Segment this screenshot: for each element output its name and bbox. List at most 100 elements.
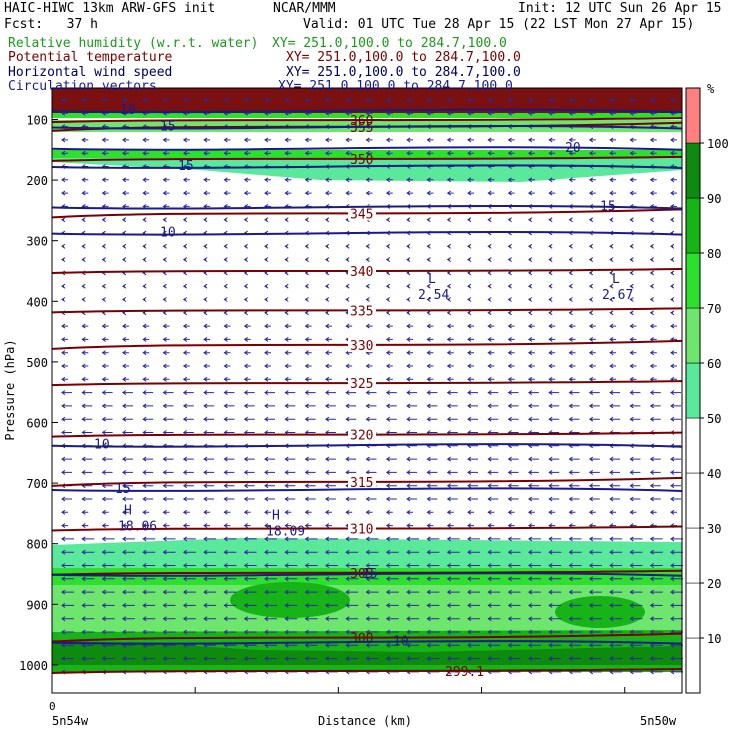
wind-label: 15 xyxy=(115,482,131,497)
vector-arrow xyxy=(548,563,562,568)
vector-arrow xyxy=(182,297,188,302)
theta-label-bg xyxy=(348,375,376,391)
vector-arrow xyxy=(223,363,231,369)
vector-arrow xyxy=(670,270,675,276)
vector-arrow xyxy=(142,549,156,555)
vector-arrow xyxy=(284,483,296,489)
valid-time: Valid: 01 UTC Tue 28 Apr 15 (22 LST Mon … xyxy=(303,17,695,32)
vector-arrow xyxy=(81,536,95,542)
vector-arrow xyxy=(426,549,440,555)
vector-arrow xyxy=(507,110,515,116)
vector-arrow xyxy=(304,469,316,475)
theta-contour xyxy=(51,632,683,643)
vector-arrow xyxy=(203,629,217,635)
vector-arrow xyxy=(182,629,196,635)
vector-arrow xyxy=(527,469,539,475)
vector-arrow xyxy=(670,297,675,302)
vector-arrow xyxy=(284,549,298,555)
vector-arrow xyxy=(324,137,332,143)
vector-arrow xyxy=(568,496,580,502)
vector-arrow xyxy=(243,576,257,582)
vector-arrow xyxy=(182,469,194,475)
vector-arrow xyxy=(609,629,623,635)
vector-arrow xyxy=(426,243,431,249)
vector-arrow xyxy=(324,563,338,568)
vector-arrow xyxy=(568,403,580,409)
vector-arrow xyxy=(426,576,440,582)
vector-arrow xyxy=(467,576,480,582)
vector-arrow xyxy=(467,323,474,329)
vector-arrow xyxy=(507,602,521,608)
vector-arrow xyxy=(121,190,129,196)
vector-arrow xyxy=(264,496,275,502)
vector-arrow xyxy=(142,403,154,409)
vector-arrow xyxy=(203,469,215,475)
vector-arrow xyxy=(121,469,133,475)
vector-arrow xyxy=(284,137,292,143)
colorbar-label: 10 xyxy=(707,632,721,646)
vector-arrow xyxy=(142,509,150,515)
vector-arrow xyxy=(467,243,472,249)
vector-arrow xyxy=(121,150,129,156)
vector-arrow xyxy=(182,217,188,223)
vector-arrow xyxy=(548,137,556,143)
vector-arrow xyxy=(142,390,154,396)
vector-arrow xyxy=(182,350,190,356)
vector-arrow xyxy=(446,536,460,542)
vector-arrow xyxy=(345,110,353,116)
vector-arrow xyxy=(284,642,298,648)
vector-arrow xyxy=(568,190,576,196)
vector-arrow xyxy=(548,283,553,289)
vector-arrow xyxy=(345,190,353,196)
vector-arrow xyxy=(365,589,379,595)
vector-arrow xyxy=(670,549,683,555)
vector-arrow xyxy=(588,509,596,515)
vector-arrow xyxy=(568,323,576,329)
wind-min-value: 2.67 xyxy=(602,288,633,303)
vector-arrow xyxy=(670,177,677,183)
vector-arrow xyxy=(284,589,298,595)
vector-arrow xyxy=(203,97,211,103)
vector-arrow xyxy=(121,602,135,608)
theta-label-bg xyxy=(348,302,376,318)
vector-arrow xyxy=(223,509,231,515)
vector-arrow xyxy=(324,549,338,555)
vector-arrow xyxy=(121,217,127,223)
vector-arrow xyxy=(568,656,582,662)
theta-label: 360 xyxy=(350,114,373,129)
vector-arrow xyxy=(264,509,271,515)
vector-arrow xyxy=(609,363,617,369)
vector-arrow xyxy=(61,297,66,302)
vector-arrow xyxy=(365,403,377,409)
vector-arrow xyxy=(467,549,480,555)
vector-arrow xyxy=(284,616,298,622)
vector-arrow xyxy=(243,656,257,662)
vector-arrow xyxy=(284,536,298,542)
vector-arrow xyxy=(548,363,556,369)
vector-arrow xyxy=(588,416,600,422)
vector-arrow xyxy=(609,536,623,542)
vector-arrow xyxy=(324,576,338,582)
vector-arrow xyxy=(385,297,391,302)
vector-arrow xyxy=(649,642,663,648)
vector-arrow xyxy=(588,297,594,302)
vector-arrow xyxy=(670,257,675,263)
vector-arrow xyxy=(426,110,434,116)
vector-arrow xyxy=(507,297,512,302)
vector-arrow xyxy=(121,363,129,369)
vector-arrow xyxy=(81,177,89,183)
vector-arrow xyxy=(527,97,535,103)
theta-label-bg xyxy=(348,426,376,442)
vector-arrow xyxy=(649,456,661,462)
vector-arrow xyxy=(182,563,196,568)
vector-arrow xyxy=(243,390,255,396)
vector-arrow xyxy=(588,656,602,662)
theta-contour xyxy=(51,339,683,350)
vector-arrow xyxy=(121,616,135,622)
vector-arrow xyxy=(304,336,312,342)
y-tick-label: 1000 xyxy=(19,659,48,673)
vector-arrow xyxy=(243,283,248,289)
vector-arrow xyxy=(81,190,89,196)
vector-arrow xyxy=(487,376,495,382)
vector-arrow xyxy=(162,430,174,435)
